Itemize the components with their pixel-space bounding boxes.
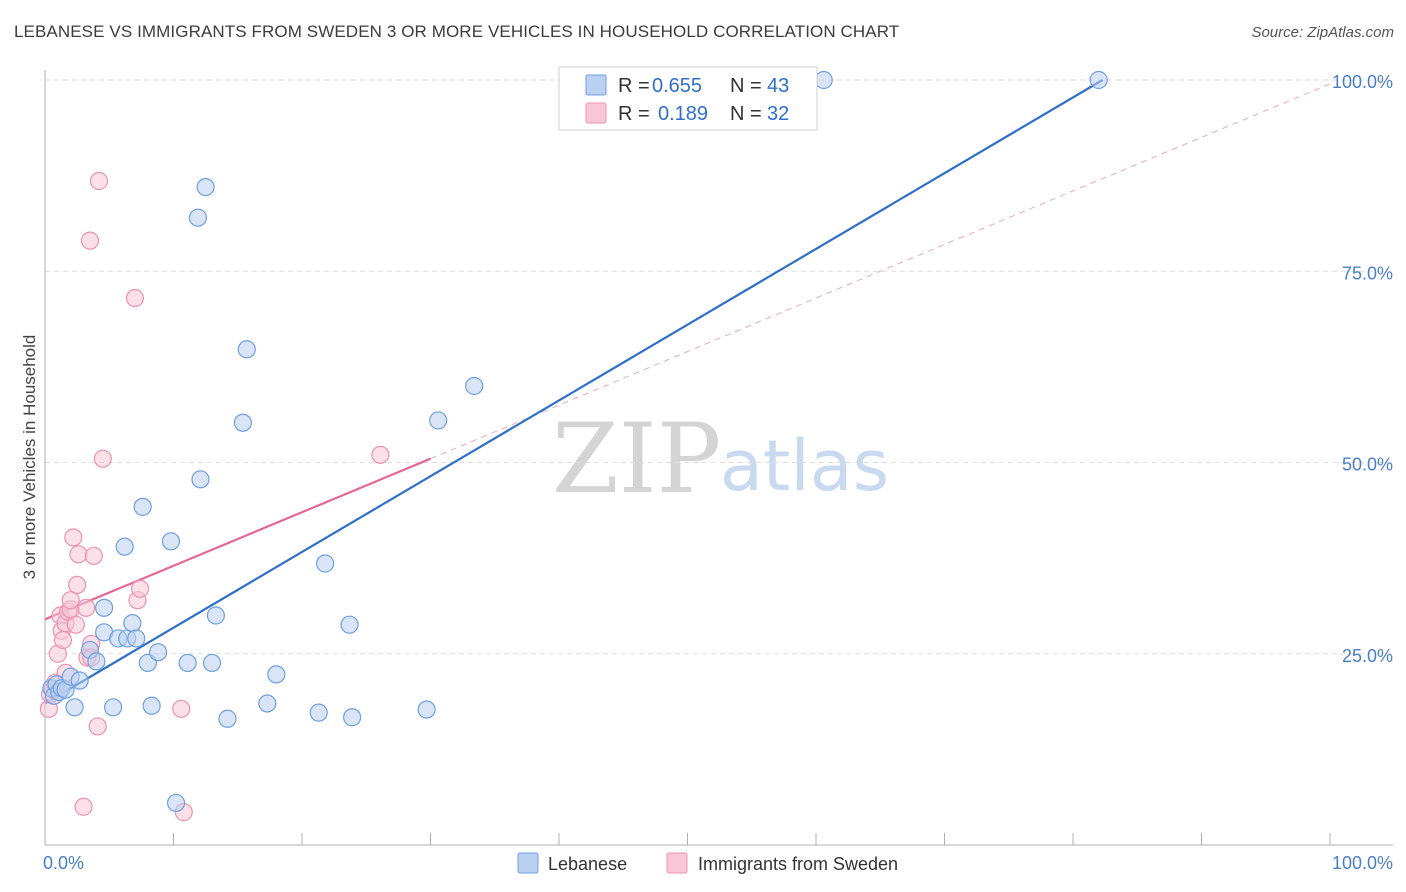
lebanese-series-swatch bbox=[517, 852, 539, 874]
lebanese-series-label: Lebanese bbox=[548, 854, 627, 874]
trend-lines bbox=[44, 79, 1331, 705]
lebanese-point-41 bbox=[429, 411, 448, 430]
sweden-series-label: Immigrants from Sweden bbox=[698, 854, 898, 874]
lebanese-point-27 bbox=[191, 470, 210, 489]
sweden-trend-extension bbox=[430, 83, 1331, 460]
lebanese-point-7 bbox=[65, 698, 84, 717]
grid-lines bbox=[45, 79, 1393, 655]
sweden-n-label: N = bbox=[730, 103, 762, 125]
sweden-n-value: 32 bbox=[767, 103, 789, 125]
y-tick-label-75: 75.0% bbox=[1342, 263, 1393, 283]
lebanese-point-31 bbox=[218, 709, 237, 728]
lebanese-r-label: R = bbox=[618, 75, 650, 97]
sweden-point-23 bbox=[84, 546, 103, 565]
sweden-point-25 bbox=[89, 171, 109, 191]
sweden-point-12 bbox=[61, 591, 80, 610]
y-tick-label-25: 25.0% bbox=[1342, 646, 1393, 666]
sweden-point-17 bbox=[74, 797, 93, 816]
x-axis-ticks bbox=[173, 833, 1331, 845]
lebanese-point-42 bbox=[465, 376, 484, 396]
lebanese-point-38 bbox=[340, 615, 359, 634]
x-tick-label-max: 100.0% bbox=[1332, 853, 1393, 873]
sweden-point-24 bbox=[88, 717, 107, 736]
chart-title: LEBANESE VS IMMIGRANTS FROM SWEDEN 3 OR … bbox=[14, 22, 900, 41]
lebanese-trend-line bbox=[44, 79, 1104, 705]
watermark-zip: ZIP bbox=[552, 403, 721, 515]
lebanese-point-19 bbox=[133, 497, 152, 516]
lebanese-point-37 bbox=[316, 554, 335, 573]
sweden-point-29 bbox=[130, 579, 150, 598]
lebanese-point-22 bbox=[148, 643, 168, 662]
series-legend: Lebanese Immigrants from Sweden bbox=[517, 852, 898, 874]
y-tick-label-50: 50.0% bbox=[1342, 455, 1393, 475]
lebanese-point-35 bbox=[267, 665, 286, 684]
sweden-point-15 bbox=[68, 575, 87, 595]
sweden-point-13 bbox=[64, 528, 83, 547]
lebanese-point-32 bbox=[233, 413, 252, 432]
lebanese-point-39 bbox=[343, 708, 362, 727]
lebanese-point-10 bbox=[87, 652, 106, 671]
lebanese-point-13 bbox=[104, 698, 123, 717]
y-tick-label-100: 100.0% bbox=[1332, 72, 1393, 92]
lebanese-point-8 bbox=[70, 671, 89, 690]
lebanese-point-43 bbox=[814, 70, 833, 90]
sweden-legend-swatch bbox=[585, 102, 607, 124]
lebanese-point-18 bbox=[127, 629, 146, 648]
sweden-point-20 bbox=[80, 231, 100, 250]
lebanese-point-15 bbox=[115, 537, 134, 556]
immigrants-from-sweden-points bbox=[39, 171, 390, 822]
sweden-r-value: 0.189 bbox=[658, 103, 708, 125]
y-axis-tick-labels: 25.0% 50.0% 75.0% 100.0% bbox=[1332, 72, 1393, 666]
source-label: Source: ZipAtlas.com bbox=[1251, 24, 1394, 41]
sweden-point-27 bbox=[125, 288, 145, 308]
lebanese-point-21 bbox=[142, 696, 161, 715]
lebanese-point-40 bbox=[417, 700, 436, 719]
lebanese-point-33 bbox=[237, 340, 256, 359]
lebanese-n-label: N = bbox=[730, 75, 762, 97]
lebanese-legend-swatch bbox=[585, 74, 607, 96]
lebanese-point-25 bbox=[178, 653, 197, 673]
y-axis-label: 3 or more Vehicles in Household bbox=[20, 335, 39, 580]
lebanese-point-29 bbox=[202, 653, 222, 673]
lebanese-point-11 bbox=[95, 598, 114, 617]
lebanese-point-44 bbox=[1089, 70, 1108, 90]
sweden-trend-line bbox=[44, 457, 431, 621]
lebanese-points bbox=[42, 70, 1108, 813]
lebanese-r-value: 0.655 bbox=[652, 75, 702, 97]
lebanese-point-34 bbox=[258, 694, 277, 713]
sweden-point-7 bbox=[53, 630, 73, 650]
sweden-point-18 bbox=[77, 598, 96, 617]
sweden-point-14 bbox=[66, 615, 85, 634]
x-tick-label-min: 0.0% bbox=[43, 853, 84, 873]
sweden-series-swatch bbox=[666, 852, 688, 874]
stats-legend: R = 0.655 N = 43 R = 0.189 N = 32 bbox=[558, 66, 818, 131]
watermark-atlas: atlas bbox=[720, 425, 889, 507]
sweden-r-label: R = bbox=[618, 103, 650, 125]
lebanese-point-28 bbox=[196, 178, 215, 197]
lebanese-point-36 bbox=[309, 703, 328, 722]
sweden-point-30 bbox=[172, 699, 191, 718]
sweden-point-26 bbox=[93, 449, 112, 468]
sweden-point-16 bbox=[69, 545, 88, 564]
sweden-point-32 bbox=[371, 445, 390, 464]
lebanese-point-17 bbox=[123, 614, 142, 633]
lebanese-point-26 bbox=[188, 208, 208, 227]
lebanese-point-30 bbox=[206, 606, 226, 625]
lebanese-n-value: 43 bbox=[767, 75, 789, 97]
lebanese-point-24 bbox=[166, 793, 186, 813]
lebanese-point-23 bbox=[161, 532, 181, 551]
